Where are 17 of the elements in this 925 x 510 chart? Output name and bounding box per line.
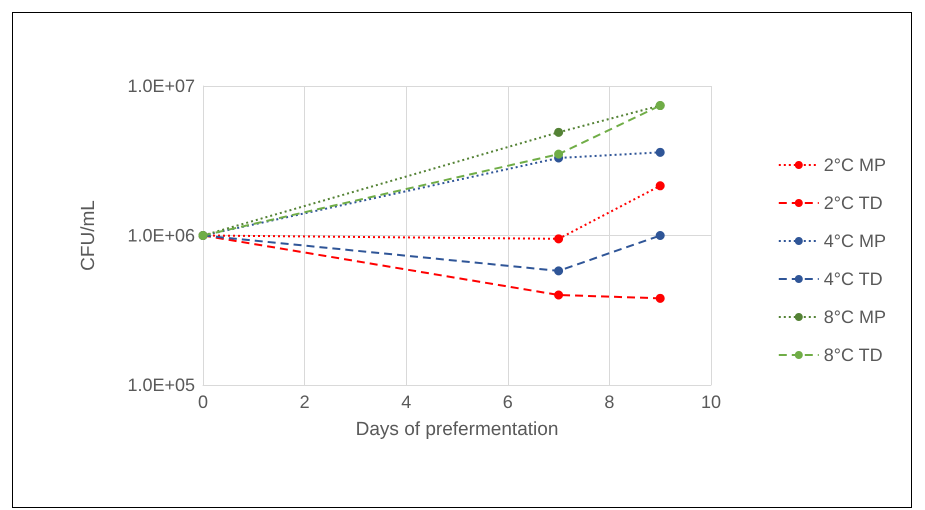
x-tick-label: 6 — [502, 392, 513, 412]
legend-label: 8°C MP — [824, 307, 886, 327]
legend-label: 8°C TD — [824, 345, 883, 365]
x-tick-label: 2 — [300, 392, 310, 412]
x-tick-label: 4 — [401, 392, 412, 412]
legend-label: 4°C TD — [824, 269, 883, 289]
x-tick-label: 0 — [198, 392, 208, 412]
y-tick-label: 1.0E+07 — [127, 76, 195, 96]
y-tick-label: 1.0E+05 — [127, 375, 195, 395]
x-tick-label: 10 — [700, 392, 722, 412]
y-axis-title: CFU/mL — [78, 200, 99, 271]
legend-label: 2°C MP — [824, 155, 886, 175]
y-tick-label: 1.0E+06 — [127, 226, 195, 246]
legend-label: 4°C MP — [824, 231, 886, 251]
x-tick-label: 8 — [604, 392, 614, 412]
x-axis-title: Days of prefermentation — [356, 419, 558, 440]
legend-label: 2°C TD — [824, 193, 883, 213]
